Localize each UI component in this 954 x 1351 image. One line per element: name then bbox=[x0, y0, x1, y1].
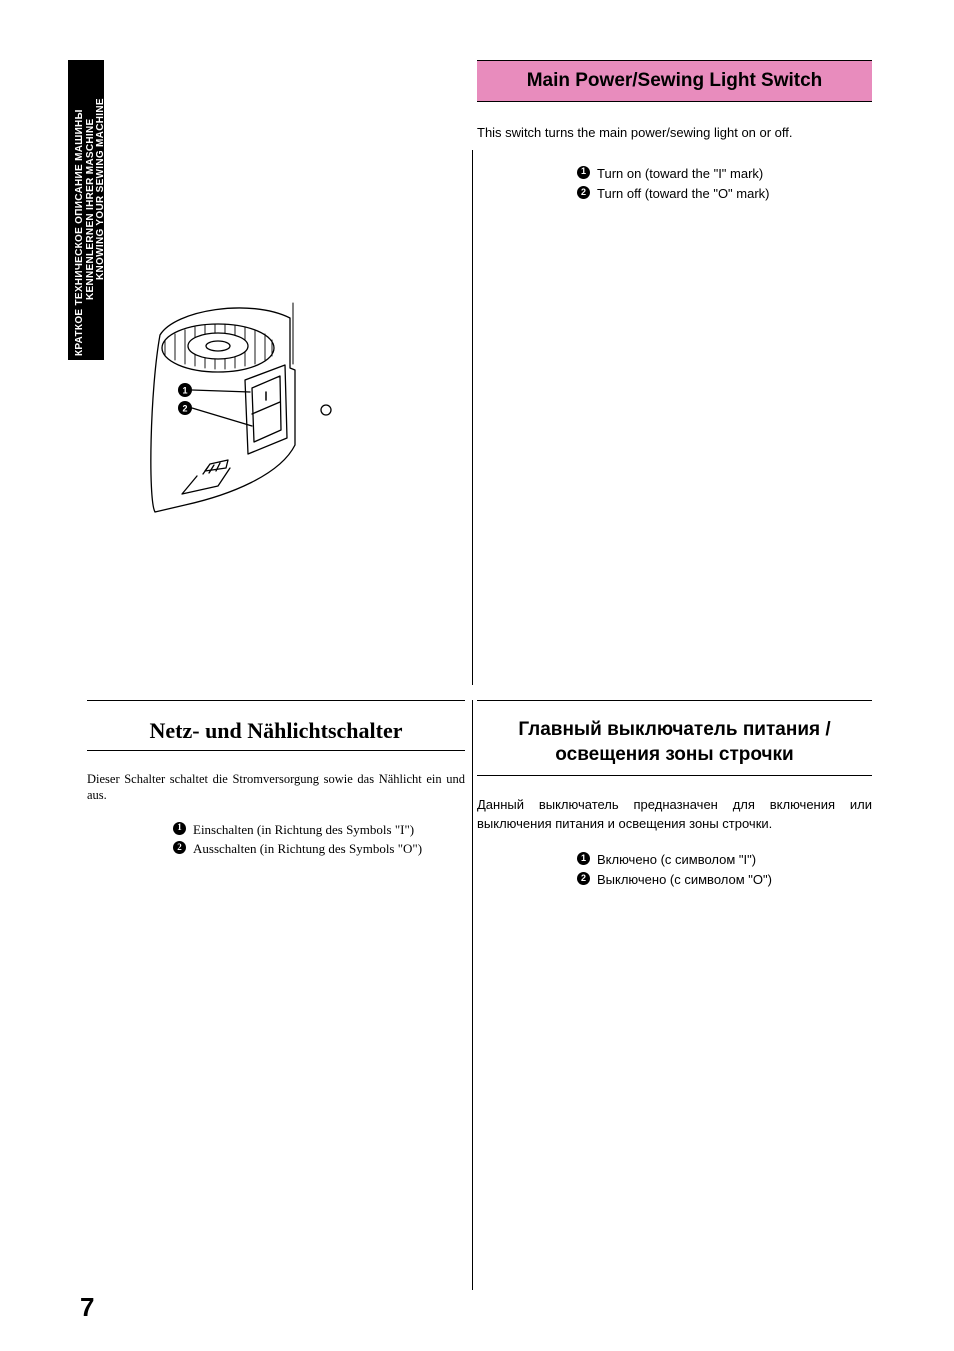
bullet-text: Turn on (toward the "I" mark) bbox=[597, 164, 763, 184]
bullet-text: Выключено (с символом "O") bbox=[597, 870, 772, 890]
bullets-de: 1 Einschalten (in Richtung des Symbols "… bbox=[173, 820, 465, 859]
desc-de: Dieser Schalter schaltet die Stromversor… bbox=[87, 771, 465, 804]
switch-svg-icon: 1 2 bbox=[130, 270, 410, 530]
bullet-row: 2 Ausschalten (in Richtung des Symbols "… bbox=[173, 839, 465, 859]
bullet-row: 1 Включено (с символом "I") bbox=[577, 850, 872, 870]
bullets-ru: 1 Включено (с символом "I") 2 Выключено … bbox=[577, 850, 872, 890]
bullet-row: 1 Turn on (toward the "I" mark) bbox=[577, 164, 872, 184]
svg-text:1: 1 bbox=[182, 386, 187, 396]
switch-diagram: 1 2 bbox=[130, 270, 410, 530]
bullet-row: 2 Turn off (toward the "O" mark) bbox=[577, 184, 872, 204]
title-en: Main Power/Sewing Light Switch bbox=[477, 60, 872, 102]
chapter-tab-line-de: KENNENLERNEN IHRER MASCHINE bbox=[85, 119, 96, 300]
bullet-text: Einschalten (in Richtung des Symbols "I"… bbox=[193, 820, 414, 840]
horizontal-rule-right bbox=[477, 700, 872, 701]
bullet-num-2-icon: 2 bbox=[577, 186, 590, 199]
desc-ru: Данный выключатель предназначен для вклю… bbox=[477, 796, 872, 834]
bullet-num-1-icon: 1 bbox=[577, 852, 590, 865]
bullet-num-1-icon: 1 bbox=[577, 166, 590, 179]
section-russian: Главный выключатель питания / освещения … bbox=[477, 718, 872, 890]
bullet-text: Ausschalten (in Richtung des Symbols "O"… bbox=[193, 839, 422, 859]
bullet-row: 2 Выключено (с символом "O") bbox=[577, 870, 872, 890]
bullet-num-1-icon: 1 bbox=[173, 822, 186, 835]
desc-en: This switch turns the main power/sewing … bbox=[477, 124, 872, 142]
section-german: Netz- und Nählichtschalter Dieser Schalt… bbox=[87, 718, 465, 859]
page-number: 7 bbox=[80, 1292, 94, 1323]
bullet-num-2-icon: 2 bbox=[173, 841, 186, 854]
bullet-num-2-icon: 2 bbox=[577, 872, 590, 885]
chapter-tab-line-ru: КРАТКОЕ ТЕХНИЧЕСКОЕ ОПИСАНИЕ МАШИНЫ bbox=[74, 109, 85, 356]
bullet-text: Включено (с символом "I") bbox=[597, 850, 756, 870]
manual-page: KNOWING YOUR SEWING MACHINE KENNENLERNEN… bbox=[0, 0, 954, 1351]
svg-text:2: 2 bbox=[182, 404, 187, 414]
section-english: Main Power/Sewing Light Switch This swit… bbox=[477, 60, 872, 204]
chapter-tab-line-en: KNOWING YOUR SEWING MACHINE bbox=[95, 98, 106, 280]
horizontal-rule-left bbox=[87, 700, 465, 701]
title-de: Netz- und Nählichtschalter bbox=[87, 718, 465, 751]
title-ru: Главный выключатель питания / освещения … bbox=[477, 718, 872, 776]
vertical-divider-top bbox=[472, 150, 473, 685]
bullets-en: 1 Turn on (toward the "I" mark) 2 Turn o… bbox=[577, 164, 872, 204]
vertical-divider bbox=[472, 700, 473, 1290]
bullet-text: Turn off (toward the "O" mark) bbox=[597, 184, 770, 204]
bullet-row: 1 Einschalten (in Richtung des Symbols "… bbox=[173, 820, 465, 840]
